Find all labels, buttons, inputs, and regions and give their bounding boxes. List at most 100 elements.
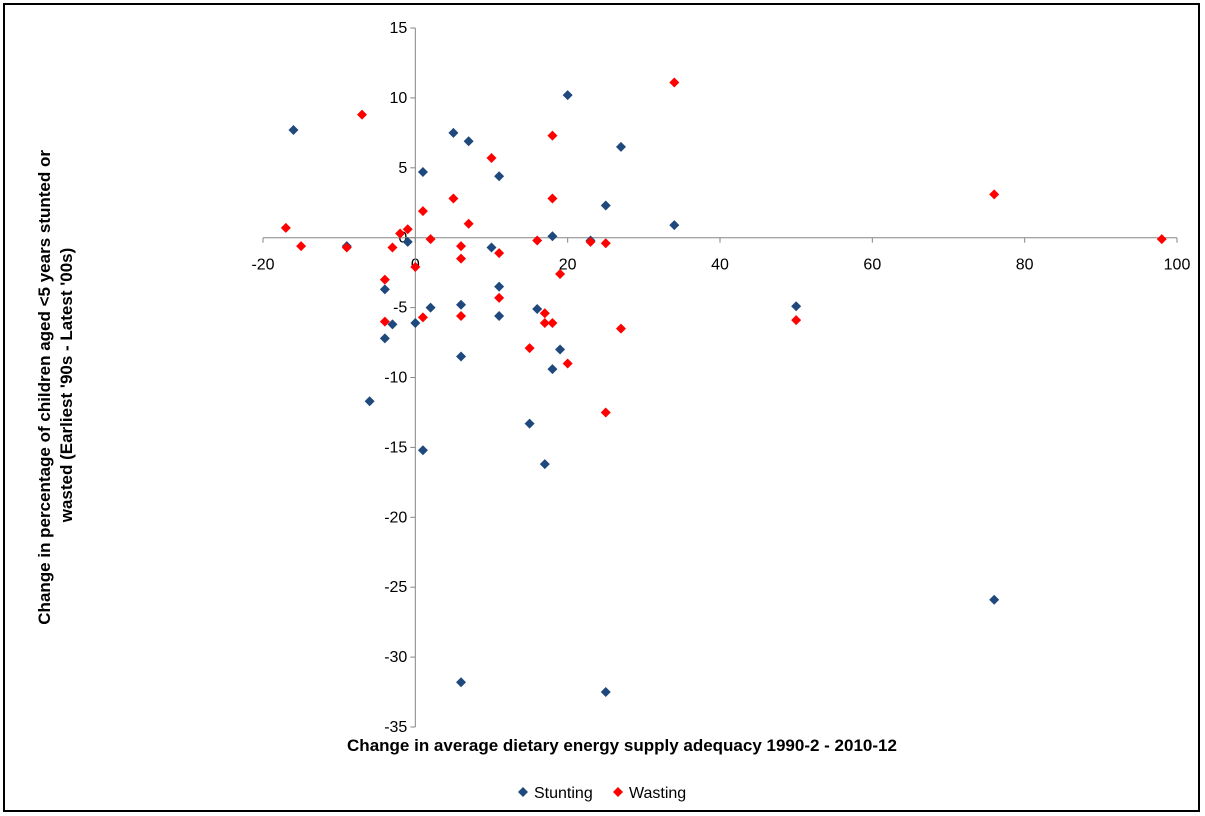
- stunting-point-3: [379, 284, 390, 295]
- legend-marker-wasting: [613, 787, 623, 797]
- y-tick-label-2: 5: [398, 160, 407, 177]
- wasting-point-37: [1156, 234, 1167, 245]
- y-tick-label-7: -20: [384, 509, 407, 526]
- stunting-point-5: [387, 319, 398, 330]
- stunting-point-20: [524, 418, 535, 429]
- y-axis-title-line-1: Change in percentage of children aged <5…: [35, 150, 54, 625]
- x-tick-label-4: 60: [863, 257, 881, 274]
- wasting-point-5: [379, 316, 390, 327]
- wasting-point-21: [524, 343, 535, 354]
- y-tick-label-1: 10: [390, 90, 408, 107]
- wasting-point-24: [539, 317, 550, 328]
- series-wasting: [280, 77, 1167, 418]
- wasting-point-9: [410, 262, 421, 273]
- legend-label-wasting: Wasting: [629, 785, 686, 802]
- wasting-point-6: [387, 242, 398, 253]
- legend-marker-stunting: [518, 787, 528, 797]
- stunting-point-15: [463, 136, 474, 147]
- y-tick-label-9: -30: [384, 649, 407, 666]
- y-tick-marks: [410, 27, 416, 728]
- stunting-point-8: [417, 166, 428, 177]
- y-tick-label-4: -5: [393, 300, 407, 317]
- x-tick-label-0: -20: [251, 257, 274, 274]
- wasting-point-12: [425, 234, 436, 245]
- stunting-point-19: [494, 310, 505, 321]
- stunting-point-4: [379, 333, 390, 344]
- stunting-point-9: [417, 445, 428, 456]
- x-tick-label-3: 40: [711, 257, 729, 274]
- stunting-point-14: [456, 677, 467, 688]
- y-axis-title-line-2: wasted (Earliest '90s - Latest '00s): [57, 248, 76, 524]
- wasting-point-16: [456, 310, 467, 321]
- wasting-point-28: [555, 269, 566, 280]
- wasting-point-8: [402, 224, 413, 235]
- wasting-point-35: [791, 315, 802, 326]
- y-axis-title: Change in percentage of children aged <5…: [35, 145, 76, 624]
- stunting-point-2: [364, 396, 375, 407]
- stunting-point-23: [547, 231, 558, 242]
- wasting-point-2: [341, 242, 352, 253]
- stunting-point-11: [448, 127, 459, 138]
- wasting-point-17: [463, 218, 474, 229]
- wasting-point-30: [585, 236, 596, 247]
- series-stunting: [288, 90, 1000, 698]
- legend: Stunting Wasting: [518, 785, 686, 802]
- y-tick-label-5: -10: [384, 370, 407, 387]
- wasting-point-15: [456, 253, 467, 264]
- wasting-point-25: [547, 130, 558, 141]
- data-points: [280, 77, 1167, 698]
- stunting-point-18: [494, 281, 505, 292]
- legend-label-stunting: Stunting: [534, 785, 593, 802]
- wasting-point-22: [532, 235, 543, 246]
- x-tick-marks: [262, 237, 1178, 243]
- stunting-point-22: [539, 459, 550, 470]
- stunting-point-16: [486, 242, 497, 253]
- wasting-point-32: [600, 407, 611, 418]
- y-tick-label-10: -35: [384, 719, 407, 736]
- stunting-point-24: [547, 364, 558, 375]
- x-tick-label-2: 20: [559, 257, 577, 274]
- stunting-point-7: [410, 317, 421, 328]
- wasting-point-7: [395, 228, 406, 239]
- stunting-point-21: [532, 303, 543, 314]
- wasting-point-20: [494, 292, 505, 303]
- wasting-point-1: [296, 241, 307, 252]
- y-tick-label-6: -15: [384, 439, 407, 456]
- stunting-point-13: [456, 351, 467, 362]
- y-tick-label-0: 15: [390, 20, 408, 37]
- stunting-point-6: [402, 236, 413, 247]
- stunting-point-28: [600, 200, 611, 211]
- stunting-point-31: [669, 220, 680, 231]
- wasting-point-11: [417, 312, 428, 323]
- x-tick-labels: -20020406080100: [251, 257, 1190, 274]
- stunting-point-12: [456, 299, 467, 310]
- wasting-point-34: [669, 77, 680, 88]
- wasting-point-13: [448, 193, 459, 204]
- stunting-point-25: [555, 344, 566, 355]
- stunting-point-29: [600, 687, 611, 698]
- x-tick-label-5: 80: [1016, 257, 1034, 274]
- stunting-point-30: [615, 141, 626, 152]
- stunting-point-33: [989, 594, 1000, 605]
- wasting-point-3: [357, 109, 368, 120]
- stunting-point-26: [562, 90, 573, 101]
- x-axis-title: Change in average dietary energy supply …: [347, 736, 897, 755]
- wasting-point-31: [600, 238, 611, 249]
- stunting-point-0: [288, 125, 299, 136]
- wasting-point-26: [547, 193, 558, 204]
- wasting-point-29: [562, 358, 573, 369]
- chart-frame: [3, 3, 1200, 812]
- wasting-point-18: [486, 153, 497, 164]
- x-tick-label-6: 100: [1164, 257, 1191, 274]
- wasting-point-10: [417, 206, 428, 217]
- wasting-point-4: [379, 274, 390, 285]
- stunting-point-10: [425, 302, 436, 313]
- wasting-point-23: [539, 308, 550, 319]
- y-tick-label-8: -25: [384, 579, 407, 596]
- wasting-point-33: [615, 323, 626, 334]
- wasting-point-19: [494, 248, 505, 259]
- wasting-point-27: [547, 317, 558, 328]
- wasting-point-36: [989, 189, 1000, 200]
